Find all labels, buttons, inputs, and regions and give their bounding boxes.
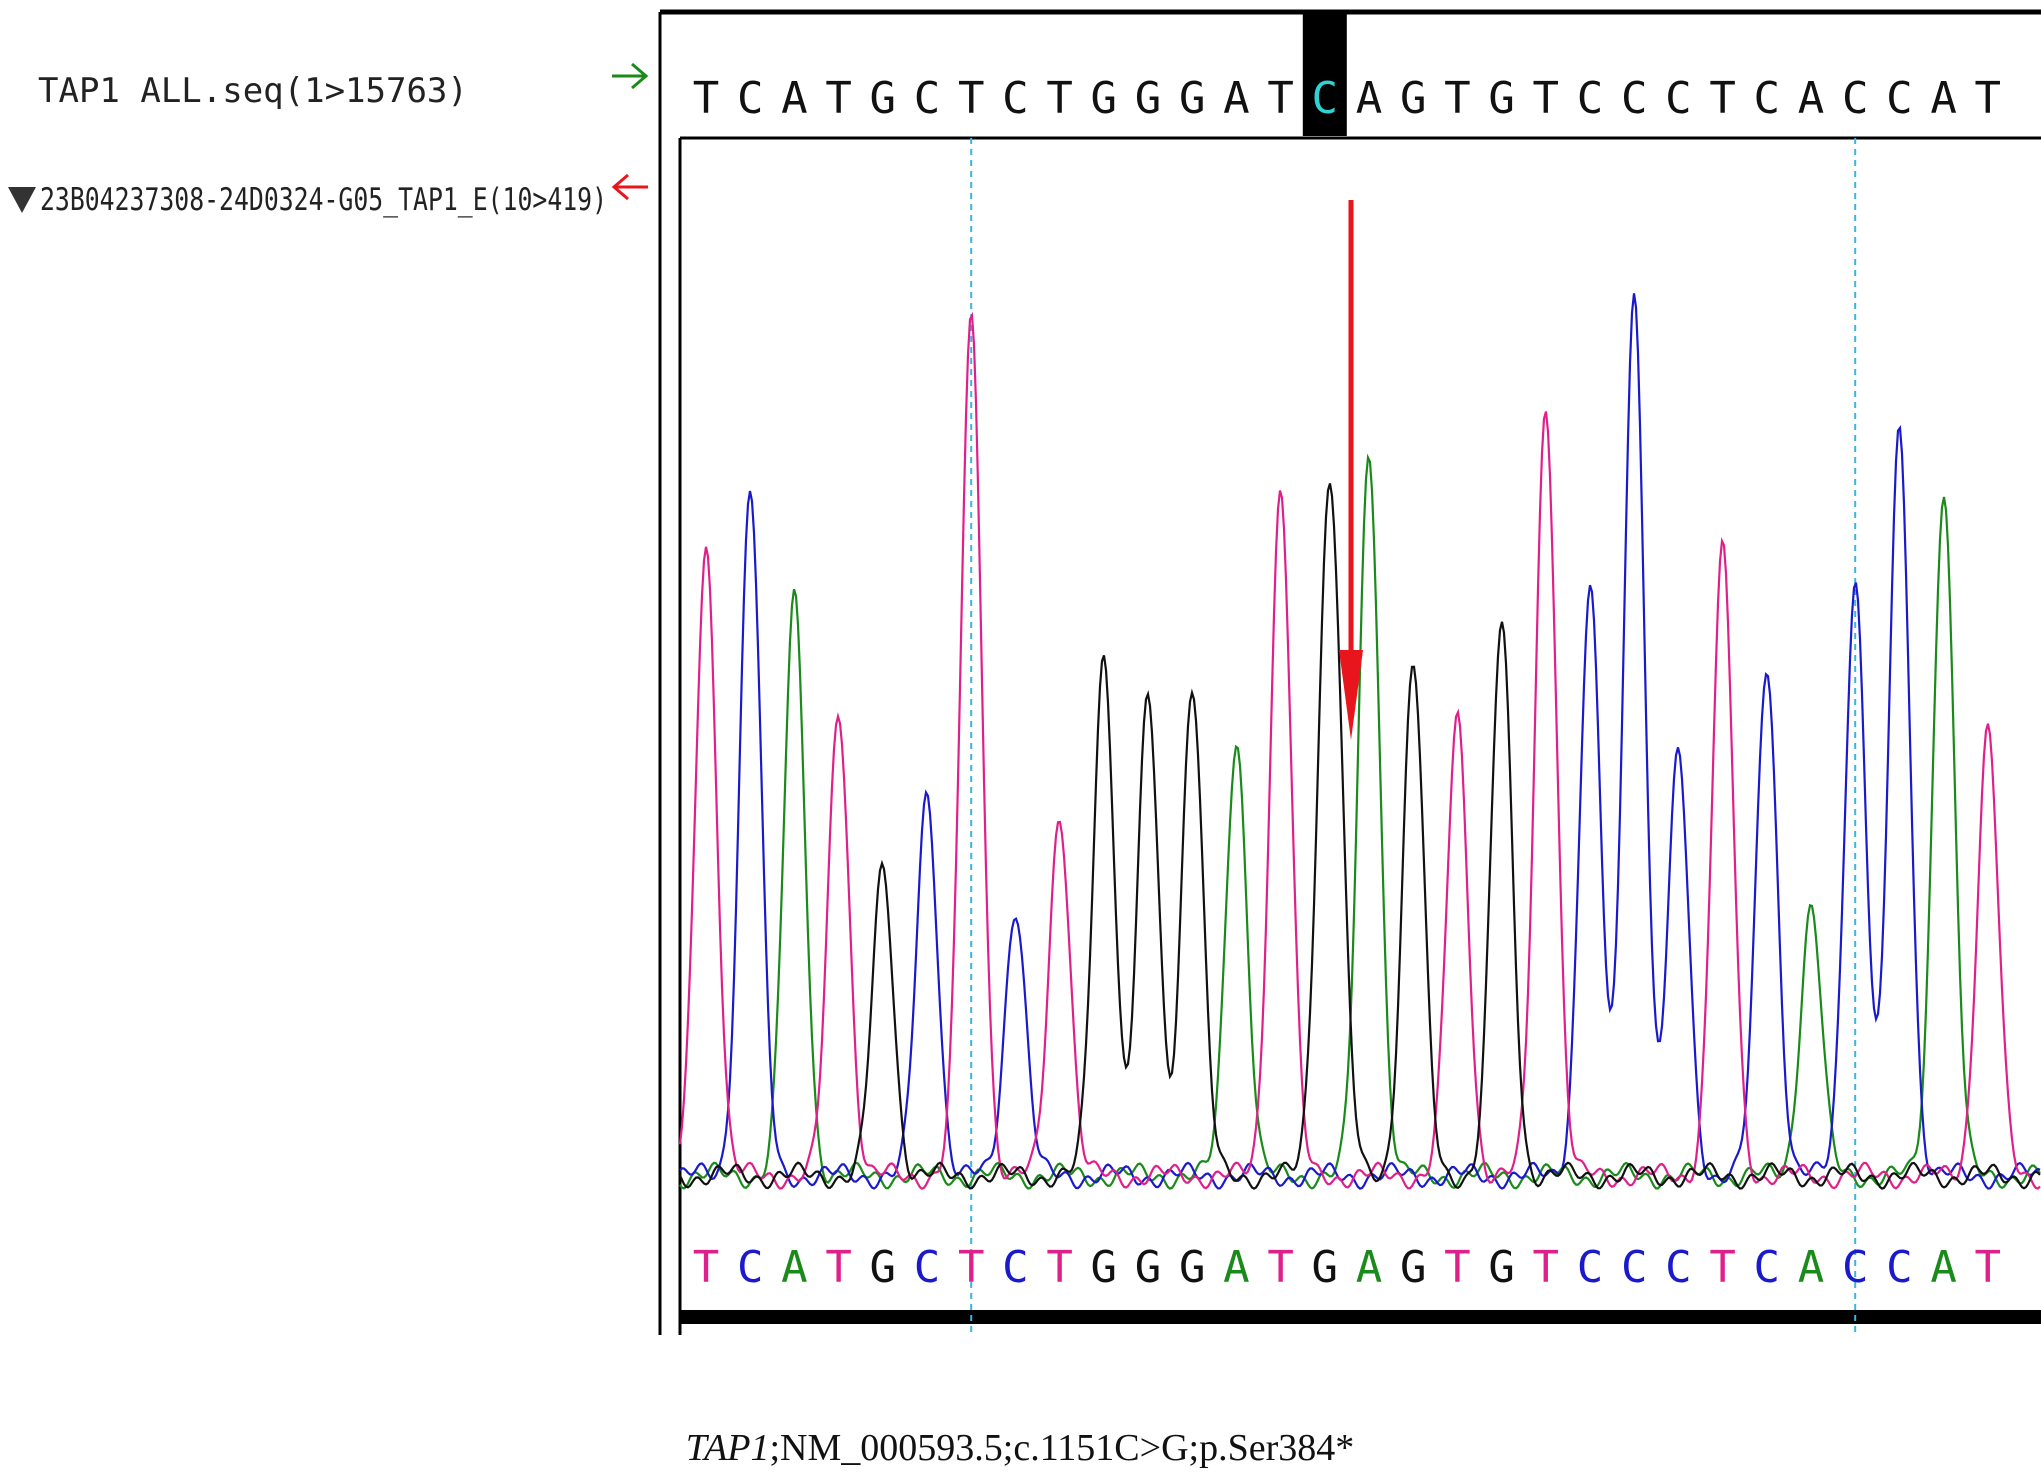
reference-base: C [1886,73,1913,124]
reverse-arrow-icon [611,173,648,201]
called-base: A [1798,1242,1825,1293]
called-base: T [1533,1242,1560,1293]
trace-C [679,293,2041,1190]
variant-arrow-icon [1339,200,1363,740]
reference-base: G [1488,73,1515,124]
reference-base: G [1091,73,1118,124]
reference-base: A [1930,73,1957,124]
reference-base: A [781,73,808,124]
called-base: C [1621,1242,1648,1293]
called-base: A [1356,1242,1383,1293]
reference-base: C [1002,73,1029,124]
caption-variant: ;NM_000593.5;c.1151C>G;p.Ser384* [770,1427,1355,1469]
reference-base: T [1533,73,1560,124]
reference-base: C [1312,73,1339,124]
figure-caption: TAP1;NM_000593.5;c.1151C>G;p.Ser384* [686,1427,1354,1469]
reference-base: C [1665,73,1692,124]
called-base: G [870,1242,897,1293]
caption-gene: TAP1 [686,1427,770,1469]
called-base: C [1577,1242,1604,1293]
sample-track-label[interactable]: 23B04237308-24D0324-G05_TAP1_E(10>419) [40,182,607,218]
called-base: C [1886,1242,1913,1293]
called-base: T [693,1242,720,1293]
called-base: C [1002,1242,1029,1293]
reference-base: G [1179,73,1206,124]
called-base: G [1179,1242,1206,1293]
reference-base: G [1400,73,1427,124]
called-base: G [1135,1242,1162,1293]
position-marker-lines [970,138,1857,1335]
reference-base: A [1798,73,1825,124]
called-base: T [1709,1242,1736,1293]
reference-base: C [1842,73,1869,124]
reference-base: T [1709,73,1736,124]
called-base: G [1488,1242,1515,1293]
reference-base: C [737,73,764,124]
collapse-triangle-icon[interactable] [8,187,36,213]
trace-G [678,483,2041,1190]
reference-base: T [1444,73,1471,124]
reference-base: C [1621,73,1648,124]
called-base: C [1665,1242,1692,1293]
trace-T [678,311,2041,1190]
reference-base: G [1135,73,1162,124]
reference-base: T [958,73,985,124]
called-base: G [1400,1242,1427,1293]
called-base: C [1754,1242,1781,1293]
reference-base: T [1267,73,1294,124]
called-base: A [781,1242,808,1293]
reference-base: T [825,73,852,124]
reference-base: A [1223,73,1250,124]
reference-base: C [1577,73,1604,124]
called-base: C [737,1242,764,1293]
reference-base: T [1975,73,2002,124]
called-base: A [1223,1242,1250,1293]
called-base: T [958,1242,985,1293]
called-base: A [1930,1242,1957,1293]
reference-base: C [1754,73,1781,124]
called-base: G [1091,1242,1118,1293]
called-base: C [1842,1242,1869,1293]
called-base: T [1267,1242,1294,1293]
reference-base: T [693,73,720,124]
trace-curves [678,293,2041,1190]
reference-base: C [914,73,941,124]
called-base: G [1312,1242,1339,1293]
highlighted-base-box [1302,14,1347,136]
called-base: T [1975,1242,2002,1293]
forward-arrow-icon [612,62,649,90]
panel-frame [658,9,2041,1335]
reference-base: T [1046,73,1073,124]
reference-base: A [1356,73,1383,124]
called-base: T [825,1242,852,1293]
called-base: T [1444,1242,1471,1293]
called-base: C [914,1242,941,1293]
reference-track-label[interactable]: TAP1 ALL.seq(1>15763) [38,71,468,111]
called-base: T [1046,1242,1073,1293]
reference-base: G [870,73,897,124]
